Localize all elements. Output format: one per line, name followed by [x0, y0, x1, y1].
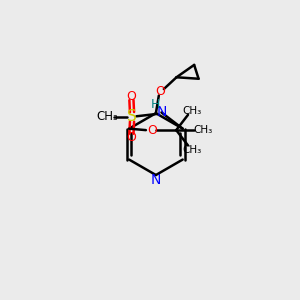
Text: H: H	[150, 98, 160, 111]
Text: N: N	[151, 173, 161, 187]
Text: O: O	[147, 124, 157, 136]
Text: CH₃: CH₃	[96, 110, 118, 123]
Text: O: O	[127, 131, 136, 144]
Text: O: O	[127, 90, 136, 103]
Text: O: O	[155, 85, 165, 98]
Text: CH₃: CH₃	[182, 106, 201, 116]
Text: CH₃: CH₃	[193, 125, 212, 135]
Text: CH₃: CH₃	[182, 145, 201, 154]
Text: S: S	[127, 110, 137, 124]
Text: N: N	[156, 106, 167, 119]
